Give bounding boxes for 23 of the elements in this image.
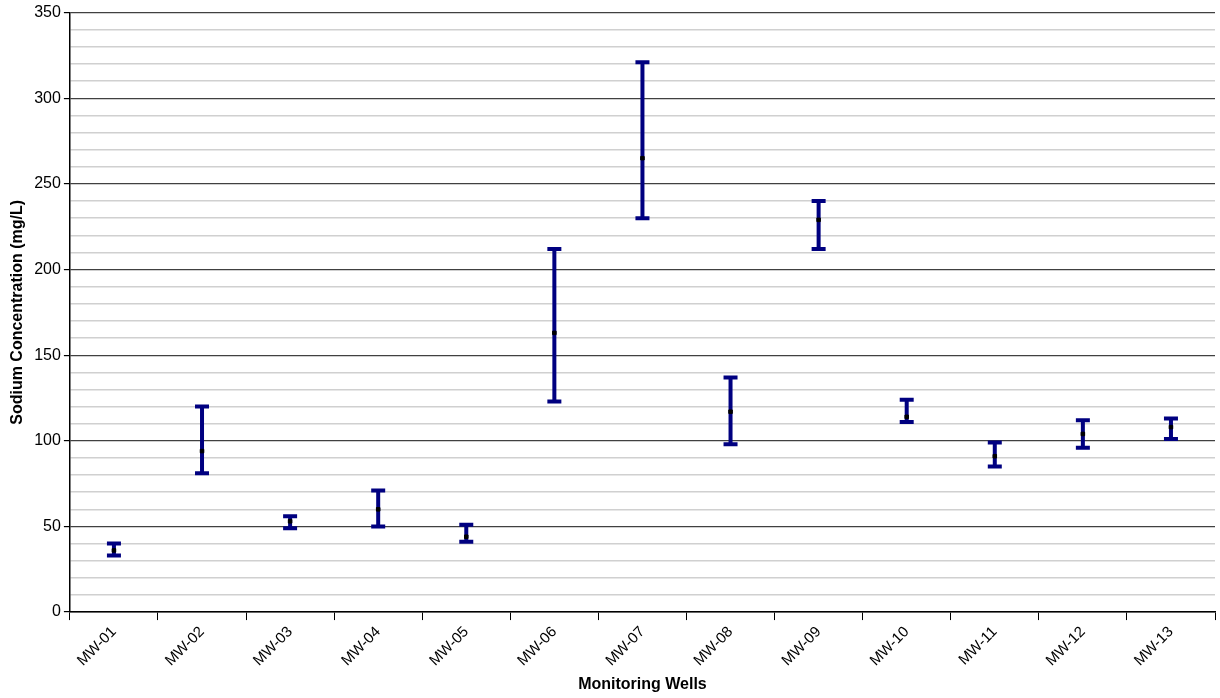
- point: [1168, 424, 1174, 430]
- point: [904, 414, 909, 420]
- point: [728, 409, 733, 414]
- x-axis-title: Monitoring Wells: [578, 674, 707, 692]
- y-tick-label: 50: [43, 516, 61, 534]
- y-tick-label: 100: [34, 431, 61, 449]
- y-axis-title: Sodium Concentration (mg/L): [8, 199, 26, 425]
- point: [816, 217, 821, 223]
- y-tick-label: 250: [34, 174, 61, 192]
- point: [464, 534, 469, 539]
- y-tick-label: 300: [34, 88, 61, 106]
- point: [992, 453, 998, 459]
- point: [375, 507, 381, 512]
- point: [552, 330, 557, 336]
- point: [111, 548, 117, 553]
- point: [1080, 431, 1086, 437]
- y-tick-label: 200: [34, 259, 61, 277]
- y-tick-label: 150: [34, 345, 61, 363]
- y-tick-label: 350: [34, 3, 61, 21]
- point: [199, 448, 205, 454]
- point: [640, 155, 645, 161]
- y-tick-label: 0: [51, 602, 61, 620]
- point: [287, 519, 293, 524]
